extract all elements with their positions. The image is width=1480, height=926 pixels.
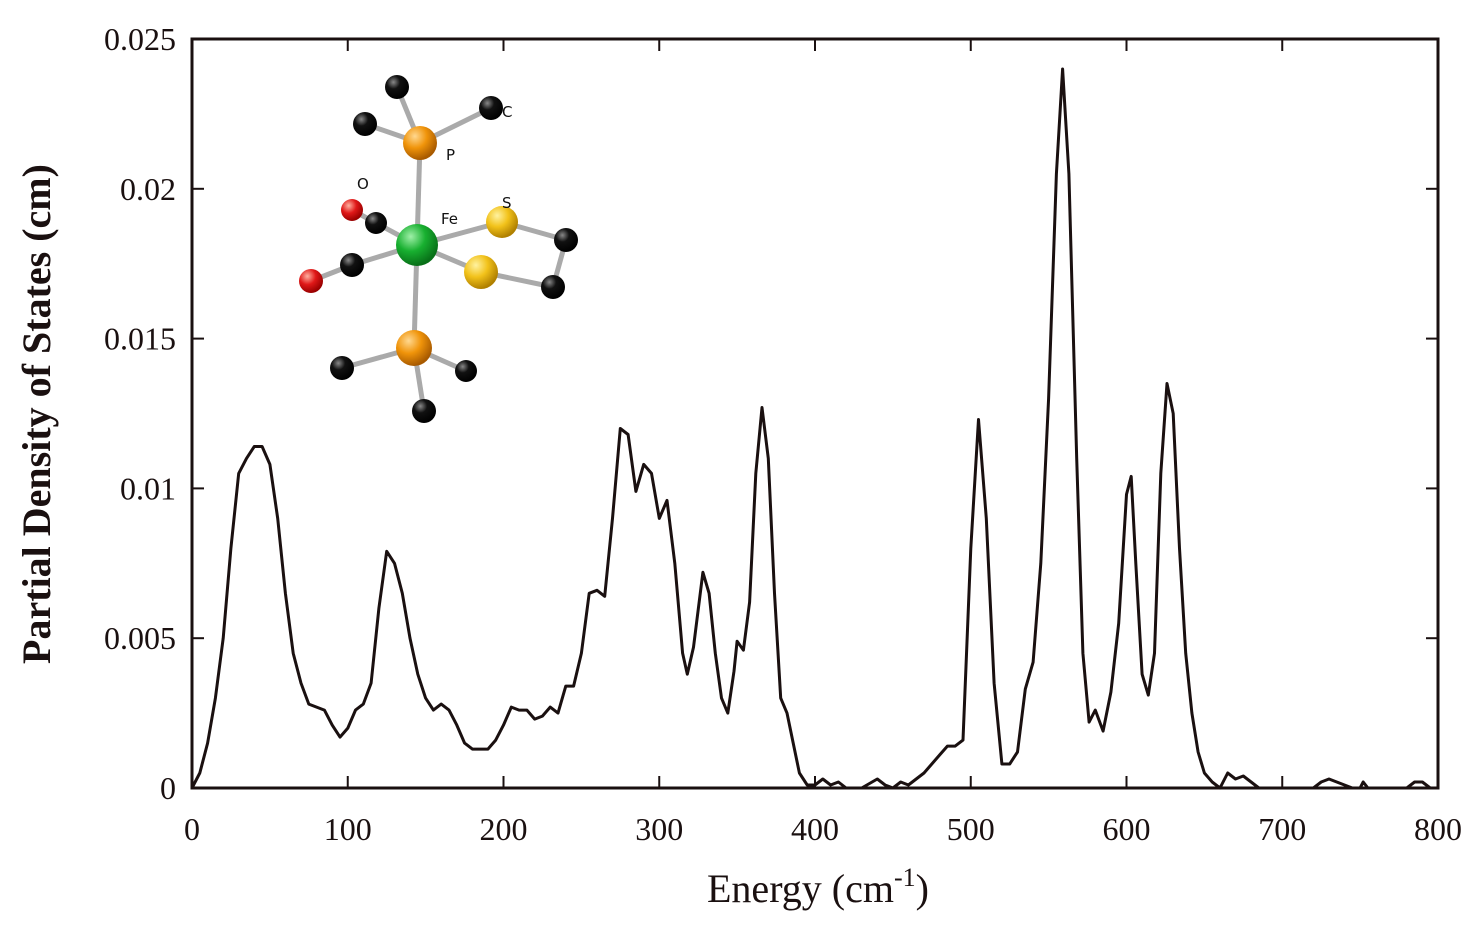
spectrum-line xyxy=(190,67,1432,790)
y-tick-label: 0.015 xyxy=(104,321,176,357)
x-tick-label: 800 xyxy=(1414,811,1462,847)
x-label-main: Energy (cm xyxy=(707,866,894,911)
x-tick-label: 700 xyxy=(1258,811,1306,847)
y-tick-label: 0.01 xyxy=(120,470,176,506)
y-tick-label: 0.005 xyxy=(104,620,176,656)
x-axis-label: Energy (cm-1) xyxy=(707,863,929,911)
x-tick-label: 300 xyxy=(635,811,683,847)
x-tick-label: 400 xyxy=(791,811,839,847)
x-label-sup: -1 xyxy=(894,863,916,892)
atom-label: Fe xyxy=(441,210,458,228)
plot-frame xyxy=(190,37,1440,790)
x-tick-label: 100 xyxy=(324,811,372,847)
x-tick-label: 600 xyxy=(1103,811,1151,847)
x-tick-label: 500 xyxy=(947,811,995,847)
x-label-end: ) xyxy=(916,866,929,911)
y-tick-label: 0 xyxy=(160,770,176,806)
y-tick-label: 0.02 xyxy=(120,171,176,207)
x-tick-label: 200 xyxy=(480,811,528,847)
x-tick-label: 0 xyxy=(184,811,200,847)
atom-label: O xyxy=(357,175,369,193)
molecule-inset xyxy=(299,75,578,423)
atom-label: S xyxy=(502,194,512,212)
y-tick-label: 0.025 xyxy=(104,21,176,57)
y-axis-label: Partial Density of States (cm) xyxy=(14,164,59,664)
atom-label: P xyxy=(446,146,455,164)
atom-label: C xyxy=(502,103,512,121)
